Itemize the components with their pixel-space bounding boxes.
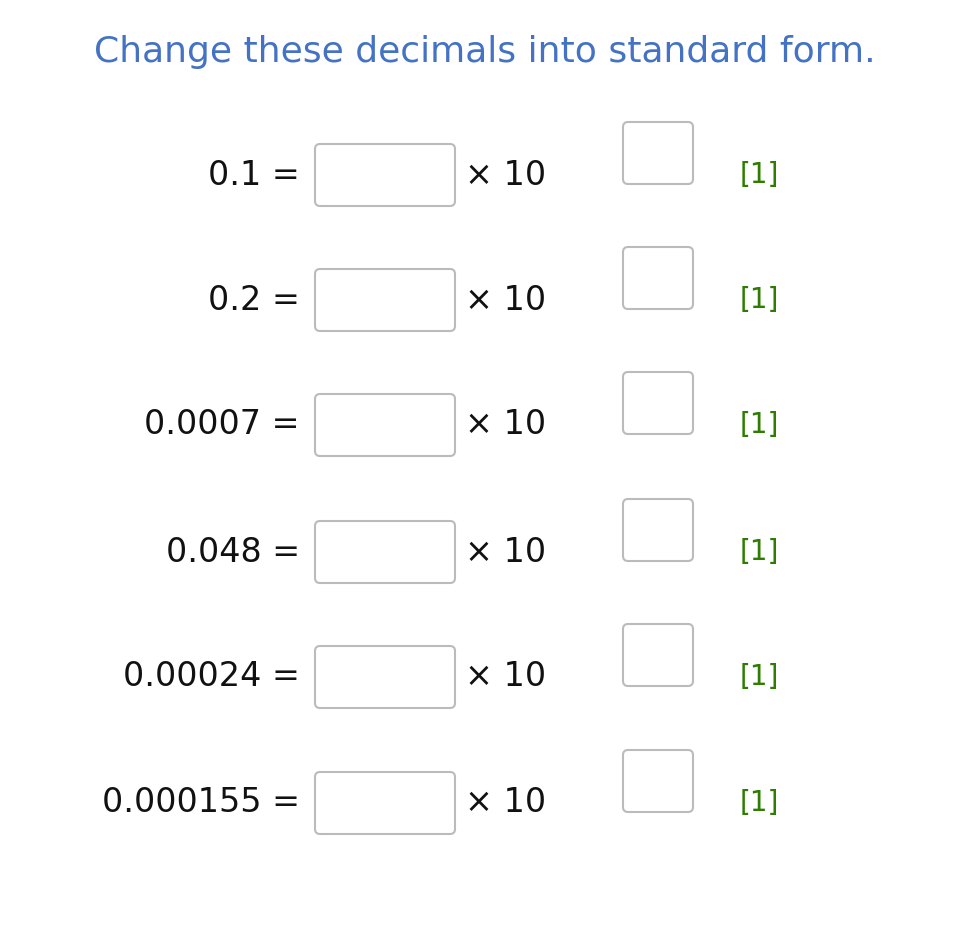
Text: [1]: [1] — [739, 286, 778, 314]
FancyBboxPatch shape — [315, 521, 454, 583]
Text: × 10: × 10 — [464, 535, 546, 568]
Text: [1]: [1] — [739, 161, 778, 189]
Text: 0.048 =: 0.048 = — [166, 535, 299, 568]
Text: 0.000155 =: 0.000155 = — [102, 787, 299, 820]
FancyBboxPatch shape — [622, 750, 692, 812]
FancyBboxPatch shape — [622, 372, 692, 434]
FancyBboxPatch shape — [622, 499, 692, 561]
FancyBboxPatch shape — [315, 772, 454, 834]
FancyBboxPatch shape — [622, 122, 692, 184]
Text: [1]: [1] — [739, 789, 778, 817]
FancyBboxPatch shape — [315, 646, 454, 708]
Text: × 10: × 10 — [464, 408, 546, 441]
FancyBboxPatch shape — [622, 624, 692, 686]
FancyBboxPatch shape — [622, 247, 692, 309]
Text: 0.0007 =: 0.0007 = — [144, 408, 299, 441]
FancyBboxPatch shape — [315, 269, 454, 331]
FancyBboxPatch shape — [315, 144, 454, 206]
Text: [1]: [1] — [739, 538, 778, 566]
Text: 0.2 =: 0.2 = — [208, 284, 299, 317]
Text: 0.00024 =: 0.00024 = — [123, 661, 299, 694]
Text: × 10: × 10 — [464, 284, 546, 317]
Text: [1]: [1] — [739, 663, 778, 691]
Text: Change these decimals into standard form.: Change these decimals into standard form… — [94, 35, 875, 69]
Text: 0.1 =: 0.1 = — [208, 158, 299, 192]
Text: × 10: × 10 — [464, 158, 546, 192]
Text: [1]: [1] — [739, 411, 778, 439]
FancyBboxPatch shape — [315, 394, 454, 456]
Text: × 10: × 10 — [464, 661, 546, 694]
Text: × 10: × 10 — [464, 787, 546, 820]
